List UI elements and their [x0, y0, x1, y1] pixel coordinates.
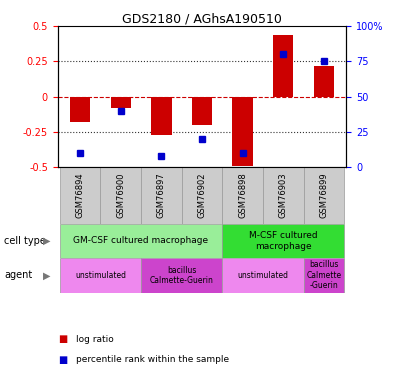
Bar	[60, 167, 100, 224]
Bar	[141, 258, 222, 292]
Bar	[273, 35, 293, 97]
Text: GM-CSF cultured macrophage: GM-CSF cultured macrophage	[74, 236, 209, 245]
Text: bacillus
Calmette-Guerin: bacillus Calmette-Guerin	[150, 266, 214, 285]
Text: agent: agent	[4, 270, 32, 280]
Bar	[232, 97, 253, 166]
Text: cell type: cell type	[4, 236, 46, 246]
Bar	[60, 224, 222, 258]
Bar	[222, 167, 263, 224]
Bar	[100, 167, 141, 224]
Text: ■: ■	[58, 334, 67, 344]
Text: log ratio: log ratio	[76, 335, 113, 344]
Bar	[151, 97, 172, 135]
Bar	[304, 258, 344, 292]
Text: unstimulated: unstimulated	[75, 271, 126, 280]
Text: ▶: ▶	[43, 236, 50, 246]
Text: GSM76898: GSM76898	[238, 172, 247, 218]
Text: GSM76897: GSM76897	[157, 172, 166, 218]
Text: ■: ■	[58, 355, 67, 365]
Bar	[263, 167, 304, 224]
Text: unstimulated: unstimulated	[238, 271, 289, 280]
Bar	[141, 167, 181, 224]
Bar	[304, 167, 344, 224]
Text: percentile rank within the sample: percentile rank within the sample	[76, 356, 229, 364]
Bar	[222, 258, 304, 292]
Text: GSM76903: GSM76903	[279, 172, 288, 218]
Title: GDS2180 / AGhsA190510: GDS2180 / AGhsA190510	[122, 12, 282, 25]
Text: GSM76899: GSM76899	[320, 172, 328, 218]
Text: M-CSF cultured
macrophage: M-CSF cultured macrophage	[249, 231, 318, 251]
Bar	[70, 97, 90, 122]
Text: bacillus
Calmette
-Guerin: bacillus Calmette -Guerin	[306, 260, 341, 290]
Bar	[314, 66, 334, 97]
Bar	[111, 97, 131, 108]
Text: GSM76894: GSM76894	[76, 172, 84, 218]
Text: GSM76900: GSM76900	[116, 172, 125, 218]
Bar	[222, 224, 344, 258]
Text: GSM76902: GSM76902	[197, 172, 207, 218]
Text: ▶: ▶	[43, 270, 50, 280]
Bar	[192, 97, 212, 125]
Bar	[60, 258, 141, 292]
Bar	[181, 167, 222, 224]
